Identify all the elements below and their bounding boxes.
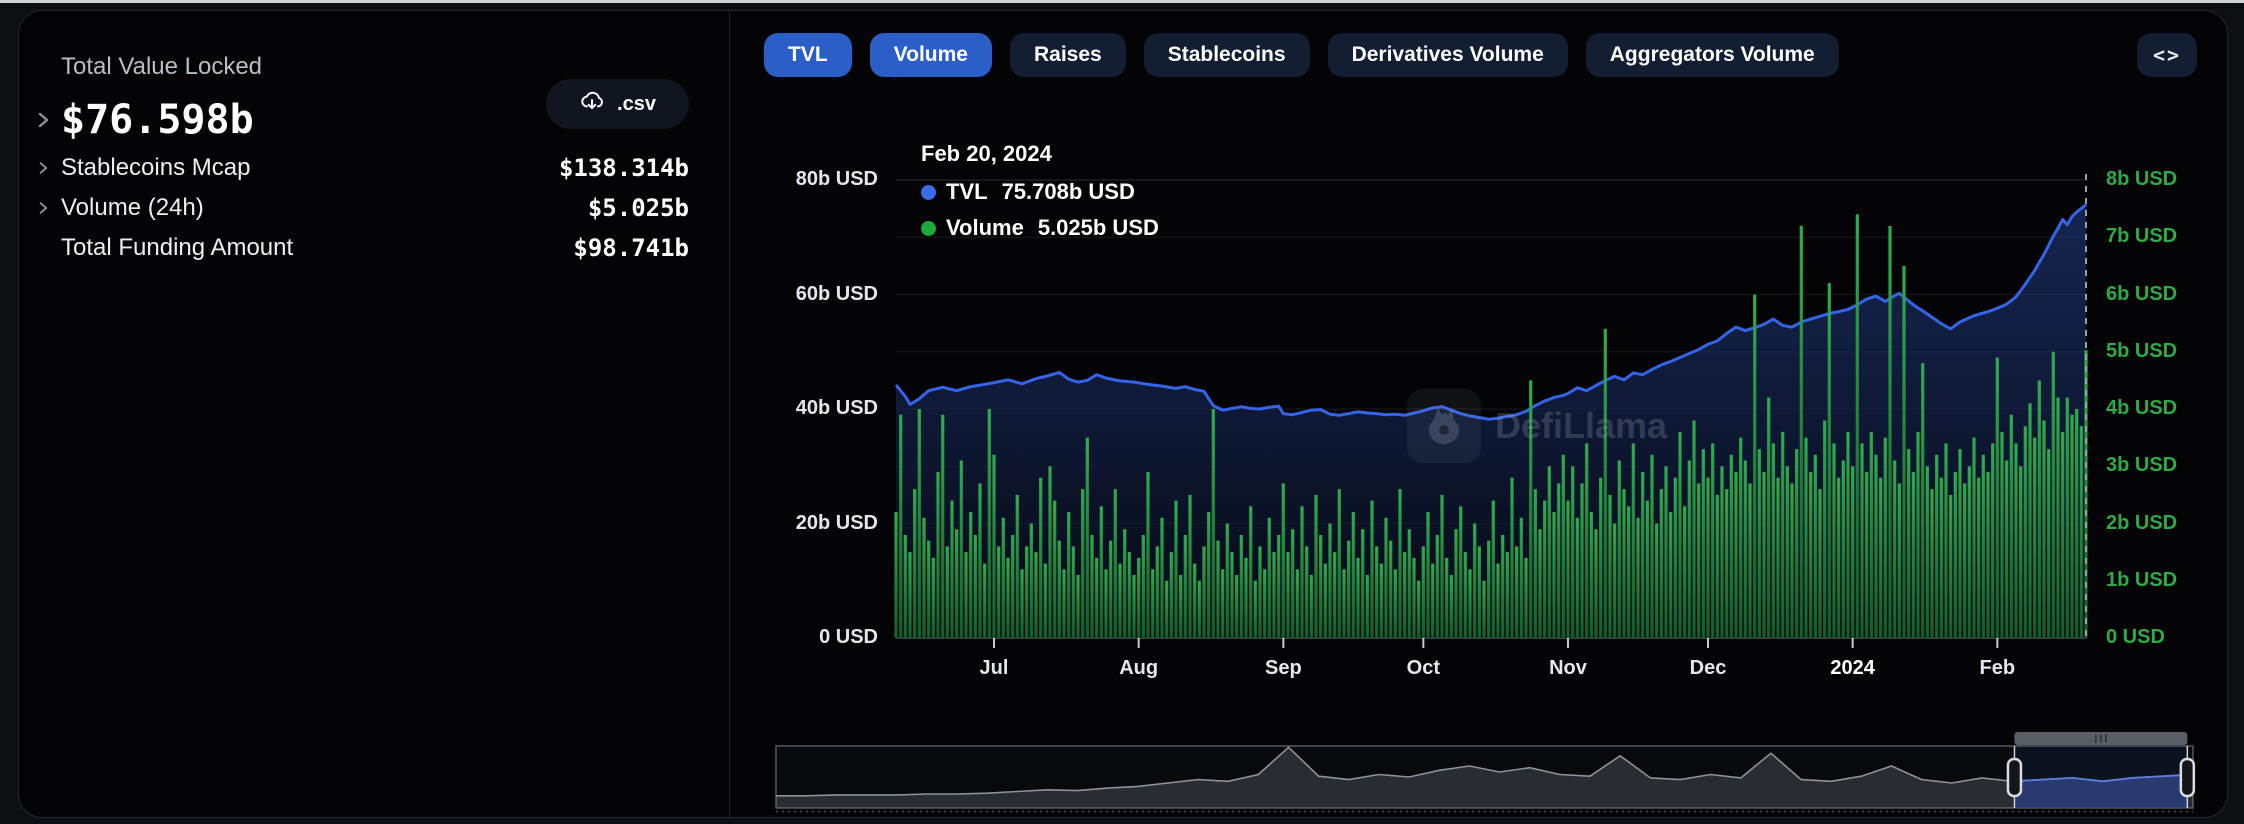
x-axis-tick-oct: Oct [1406, 657, 1440, 679]
right-axis-tick: 7b USD [2106, 225, 2178, 248]
panel-divider [729, 11, 730, 817]
right-axis-tick: 4b USD [2106, 397, 2178, 419]
timeline-scrubber[interactable] [19, 11, 2227, 817]
chart-tabs: TVL Volume Raises Stablecoins Derivatives Vo… [764, 33, 1839, 77]
legend-dot-icon [921, 220, 936, 236]
left-axis-tick: 20b USD [795, 511, 878, 534]
stat-label: Stablecoins Mcap [61, 154, 251, 181]
right-axis-tick: 5b USD [2106, 339, 2178, 362]
tooltip-date: Feb 20, 2024 [921, 141, 1052, 166]
stat-row-volume-24h-[interactable]: Volume (24h) $5.025b [33, 191, 689, 225]
left-axis-tick: 0 USD [819, 626, 878, 648]
tooltip-row-tvl: TVL 75.708b USD [921, 179, 1159, 205]
x-axis-tick-nov: Nov [1549, 657, 1587, 679]
x-axis-tick-dec: Dec [1689, 657, 1727, 679]
tvl-main-row[interactable]: $76.598b [33, 97, 254, 143]
right-axis-tick: 0 USD [2106, 626, 2165, 648]
legend-dot-icon [921, 184, 936, 200]
x-axis-tick-jul: Jul [979, 657, 1009, 679]
right-axis-tick: 2b USD [2106, 511, 2178, 534]
chart-tooltip: Feb 20, 2024 TVL 75.708b USD Volume 5.025b … [921, 141, 1159, 251]
x-axis-tick-sep: Sep [1264, 657, 1302, 679]
x-axis-tick-feb: Feb [1979, 657, 2016, 679]
tooltip-row-volume: Volume 5.025b USD [921, 215, 1159, 241]
left-axis-tick: 60b USD [795, 282, 878, 305]
chevron-right-icon [33, 198, 53, 218]
tvl-main-value: $76.598b [61, 97, 254, 143]
tooltip-series-value: 75.708b USD [1001, 179, 1135, 204]
download-csv-label: .csv [617, 92, 656, 115]
tooltip-series-value: 5.025b USD [1037, 215, 1159, 240]
tab-raises[interactable]: Raises [1009, 33, 1126, 77]
tooltip-series-label: Volume [946, 215, 1024, 240]
download-csv-button[interactable]: .csv [546, 79, 689, 129]
stat-value: $5.025b [587, 194, 689, 222]
tab-derivatives-volume[interactable]: Derivatives Volume [1327, 33, 1568, 77]
page-top-strip [0, 0, 2244, 3]
tooltip-series-label: TVL [946, 179, 988, 204]
left-axis-tick: 80b USD [795, 168, 878, 190]
chevron-right-icon [33, 110, 53, 130]
dashboard-card: Total Value Locked $76.598b .csv Stablec… [18, 10, 2228, 818]
right-axis-tick: 3b USD [2106, 454, 2178, 477]
right-axis-tick: 8b USD [2106, 168, 2178, 190]
main-chart[interactable] [19, 11, 2227, 817]
right-axis-tick: 1b USD [2106, 568, 2178, 591]
stat-value: $138.314b [558, 154, 689, 182]
x-axis-tick-aug: Aug [1119, 657, 1159, 679]
panel-title: Total Value Locked [61, 53, 263, 80]
stat-label: Total Funding Amount [61, 234, 294, 261]
chevron-right-icon [33, 158, 53, 178]
tab-volume[interactable]: Volume [869, 33, 992, 77]
stat-label: Volume (24h) [61, 194, 204, 221]
tooltip-rows: TVL 75.708b USD Volume 5.025b USD [921, 179, 1159, 241]
download-cloud-icon [579, 88, 605, 120]
stat-row-stablecoins-mcap[interactable]: Stablecoins Mcap $138.314b [33, 151, 689, 185]
embed-code-button[interactable]: <> [2137, 33, 2197, 77]
tab-tvl[interactable]: TVL [764, 33, 852, 77]
left-axis-tick: 40b USD [795, 397, 878, 419]
x-axis-tick-2024: 2024 [1830, 657, 1875, 679]
tab-stablecoins[interactable]: Stablecoins [1143, 33, 1310, 77]
stat-value: $98.741b [573, 234, 689, 262]
tab-aggregators-volume[interactable]: Aggregators Volume [1585, 33, 1839, 77]
stat-row-total-funding-amount: Total Funding Amount $98.741b [33, 231, 689, 265]
right-axis-tick: 6b USD [2106, 282, 2178, 305]
